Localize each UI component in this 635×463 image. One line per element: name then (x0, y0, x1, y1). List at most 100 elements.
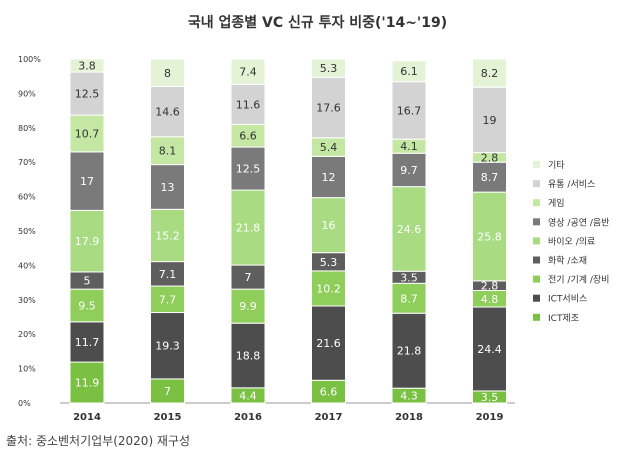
data-label: 24.4 (477, 343, 502, 356)
legend-label: 전기 /기계 /장비 (548, 274, 609, 286)
data-label: 16 (322, 219, 336, 232)
bar-segment (311, 76, 346, 139)
data-label: 10.7 (75, 127, 100, 140)
x-tick-label: 2014 (73, 412, 101, 423)
legend-swatch (533, 218, 540, 226)
bar-segment (311, 155, 346, 199)
data-label: 8 (164, 67, 171, 80)
data-label: 8.1 (159, 145, 177, 158)
data-label: 5.4 (320, 141, 338, 154)
bar-segment (150, 312, 185, 380)
data-label: 12.5 (75, 88, 100, 101)
bar-segment (230, 322, 266, 389)
data-label: 8.7 (481, 171, 499, 184)
data-label: 12 (322, 171, 336, 184)
data-label: 8.7 (400, 292, 418, 305)
data-label: 6.1 (400, 65, 418, 78)
bar-segment (311, 305, 346, 381)
bar-segment (150, 136, 185, 166)
y-tick-label: 0% (18, 399, 31, 408)
data-label: 11.9 (75, 377, 100, 390)
data-label: 4.1 (400, 140, 418, 153)
legend-swatch (533, 294, 540, 302)
source-note: 출처: 중소벤처기업부(2020) 재구성 (6, 434, 191, 448)
bar-segment (150, 378, 185, 404)
data-label: 7 (164, 385, 171, 398)
bar-segment (69, 58, 105, 73)
data-label: 3.5 (400, 271, 418, 284)
data-label: 11.7 (75, 336, 100, 349)
x-tick-label: 2018 (395, 412, 423, 423)
bar-segment (69, 209, 105, 273)
y-tick-label: 70% (18, 158, 36, 167)
chart-title: 국내 업종별 VC 신규 투자 비중('14~'19) (187, 15, 448, 31)
bar-segment (391, 282, 427, 314)
legend-swatch (533, 199, 540, 207)
x-tick-label: 2019 (476, 412, 504, 423)
y-tick-label: 60% (18, 193, 36, 202)
legend-label: 기타 (548, 160, 565, 171)
bar-segment (150, 285, 185, 314)
data-label: 2.8 (481, 280, 499, 293)
data-label: 25.8 (477, 231, 502, 244)
legend-label: 유통 /서비스 (548, 179, 595, 190)
data-label: 21.8 (236, 222, 261, 235)
data-label: 14.6 (155, 106, 180, 119)
data-label: 7.7 (159, 293, 177, 306)
y-tick-label: 100% (18, 55, 41, 64)
data-label: 18.8 (236, 350, 261, 363)
data-label: 7 (245, 271, 252, 284)
legend-label: 영상 /공연 /음반 (548, 217, 609, 228)
data-label: 8.2 (481, 67, 499, 80)
data-label: 12.5 (236, 163, 261, 176)
bar-segment (472, 86, 507, 154)
bar-segment (69, 114, 105, 153)
data-label: 9.7 (400, 164, 418, 177)
data-label: 19 (483, 114, 497, 127)
data-label: 2.8 (481, 151, 499, 164)
bar-segment (230, 189, 266, 266)
data-label: 4.3 (400, 390, 418, 403)
bar-segment (69, 361, 105, 404)
bar-segment (391, 312, 427, 389)
bar-segment (150, 58, 185, 88)
data-label: 3.5 (481, 391, 499, 404)
legend-swatch (533, 180, 540, 188)
data-label: 3.8 (78, 60, 96, 73)
bar-segment (391, 81, 427, 140)
legend-swatch (533, 313, 540, 321)
data-label: 19.3 (155, 340, 180, 353)
bar-segment (150, 261, 185, 287)
bar-segment (230, 288, 266, 324)
bar-segment (311, 270, 346, 307)
data-label: 7.4 (239, 66, 257, 79)
data-label: 17.6 (316, 102, 341, 115)
legend-swatch (533, 256, 540, 264)
data-label: 4.4 (239, 389, 257, 402)
x-tick-label: 2017 (315, 412, 343, 423)
data-label: 9.5 (78, 299, 96, 312)
data-label: 24.6 (397, 223, 422, 236)
bar-segment (230, 58, 266, 85)
bar-segment (311, 197, 346, 254)
data-label: 21.8 (397, 345, 422, 358)
bar-segment (69, 321, 105, 363)
bar-segment (69, 288, 105, 323)
legend-label: 화학 /소재 (548, 256, 587, 267)
data-label: 5.3 (320, 256, 338, 269)
data-label: 5 (84, 275, 91, 288)
data-label: 17.9 (75, 235, 100, 248)
y-tick-label: 50% (18, 227, 36, 236)
data-label: 9.9 (239, 300, 257, 313)
y-tick-label: 20% (18, 330, 36, 339)
y-tick-label: 90% (18, 89, 36, 98)
y-tick-label: 80% (18, 124, 36, 133)
bar-segment (472, 58, 507, 88)
bar-segment (69, 71, 105, 116)
data-label: 17 (80, 175, 94, 188)
bar-segment (472, 161, 507, 193)
data-label: 6.6 (239, 130, 257, 143)
legend-swatch (533, 237, 540, 245)
